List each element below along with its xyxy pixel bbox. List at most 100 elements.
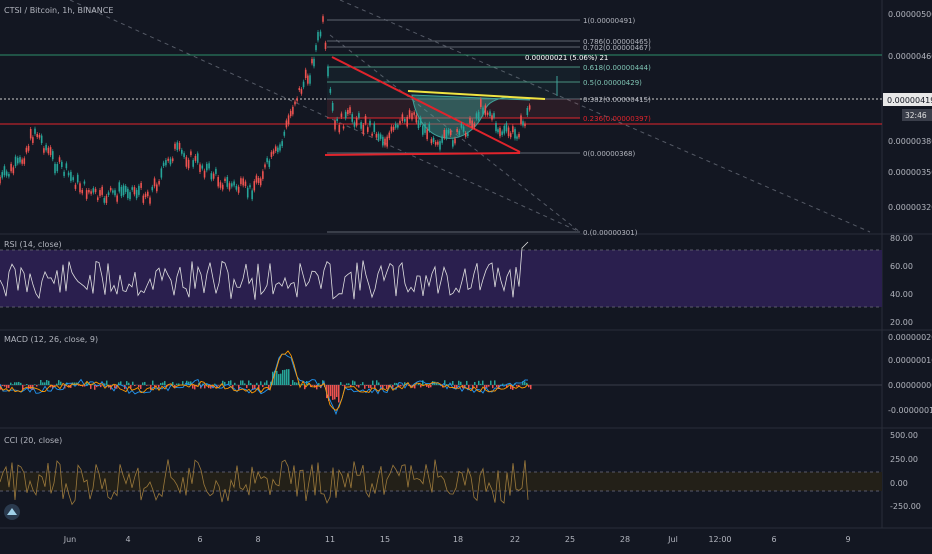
macd-hist-bar <box>354 381 356 385</box>
macd-hist-bar <box>482 381 484 385</box>
macd-hist-bar <box>372 381 374 385</box>
candle-body <box>450 131 452 135</box>
candle-body <box>143 196 145 203</box>
macd-hist-bar <box>240 380 242 385</box>
candle-body <box>443 130 445 138</box>
macd-hist-bar <box>516 385 518 387</box>
candle-body <box>156 184 158 191</box>
candle-body <box>264 164 266 167</box>
macd-hist-bar <box>152 381 154 385</box>
candle-body <box>183 153 185 157</box>
candle-body <box>325 43 327 49</box>
candle-body <box>39 135 41 138</box>
macd-hist-bar <box>128 383 130 385</box>
candle-body <box>121 187 123 196</box>
candle-body <box>281 141 283 146</box>
rsi-tick-label: 40.00 <box>890 290 913 299</box>
candle-body <box>311 59 313 63</box>
candle-body <box>167 159 169 161</box>
candle-body <box>456 129 458 132</box>
candle-body <box>86 190 88 199</box>
candle-body <box>190 151 192 155</box>
candle-body <box>253 181 255 190</box>
candle-body <box>384 139 386 146</box>
macd-hist-bar <box>42 382 44 385</box>
candle-body <box>279 144 281 150</box>
macd-hist-bar <box>384 385 386 386</box>
macd-hist-bar <box>376 380 378 385</box>
macd-hist-bar <box>44 382 46 385</box>
candle-body <box>54 164 56 173</box>
candle-body <box>154 178 156 186</box>
macd-hist-bar <box>340 382 342 385</box>
candle-body <box>170 159 172 165</box>
macd-hist-bar <box>246 385 248 388</box>
candle-body <box>125 186 127 192</box>
candle-body <box>199 164 201 172</box>
candle-body <box>273 151 275 154</box>
macd-hist-bar <box>288 369 290 385</box>
candle-body <box>108 192 110 195</box>
candle-body <box>36 134 38 137</box>
candle-body <box>303 82 305 88</box>
candle-body <box>382 137 384 146</box>
candle-body <box>402 114 404 121</box>
candle-body <box>461 124 463 128</box>
macd-hist-bar <box>16 382 18 385</box>
macd-hist-bar <box>528 385 530 387</box>
macd-hist-bar <box>2 385 4 386</box>
candle-body <box>118 182 120 191</box>
rsi-title: RSI (14, close) <box>4 240 62 249</box>
macd-hist-bar <box>58 380 60 385</box>
candle-body <box>433 138 435 142</box>
macd-hist-bar <box>182 381 184 385</box>
candle-body <box>404 119 406 122</box>
candle-body <box>129 192 131 199</box>
time-tick-label: 8 <box>255 535 260 544</box>
candle-body <box>110 188 112 191</box>
price-tick-label: 0.00000350 <box>888 168 932 177</box>
candle-body <box>301 89 303 94</box>
rsi-band <box>0 250 882 307</box>
macd-hist-bar <box>318 383 320 385</box>
candle-body <box>204 171 206 178</box>
macd-tick-label: 0.00000020 <box>888 333 932 342</box>
macd-hist-bar <box>280 374 282 385</box>
macd-hist-bar <box>502 384 504 385</box>
candle-body <box>529 105 531 109</box>
fib-level-label: 0.618(0.00000444) <box>583 64 651 72</box>
candle-body <box>231 183 233 186</box>
candle-body <box>208 163 210 168</box>
macd-hist-bar <box>312 385 314 386</box>
candle-body <box>527 108 529 115</box>
candle-body <box>338 125 340 132</box>
cci-band <box>0 472 882 491</box>
macd-hist-bar <box>400 385 402 386</box>
candle-body <box>292 107 294 115</box>
candle-body <box>28 146 30 151</box>
macd-hist-bar <box>394 383 396 385</box>
candle-body <box>307 76 309 84</box>
candle-body <box>226 177 228 187</box>
candle-body <box>514 129 516 139</box>
candle-body <box>249 185 251 187</box>
candle-body <box>499 128 501 136</box>
candle-body <box>116 195 118 201</box>
fib-level-label: 0.382(0.00000415) <box>583 96 651 104</box>
macd-hist-bar <box>282 370 284 385</box>
macd-hist-bar <box>34 384 36 385</box>
candle-body <box>354 122 356 126</box>
candle-body <box>275 146 277 151</box>
candle-body <box>236 186 238 190</box>
macd-hist-bar <box>142 382 144 385</box>
time-tick-label: 15 <box>380 535 390 544</box>
macd-hist-bar <box>292 380 294 385</box>
candle-body <box>446 130 448 139</box>
macd-hist-bar <box>14 382 16 385</box>
macd-hist-bar <box>12 384 14 385</box>
macd-hist-bar <box>364 385 366 389</box>
candle-body <box>393 127 395 130</box>
macd-hist-bar <box>250 383 252 385</box>
